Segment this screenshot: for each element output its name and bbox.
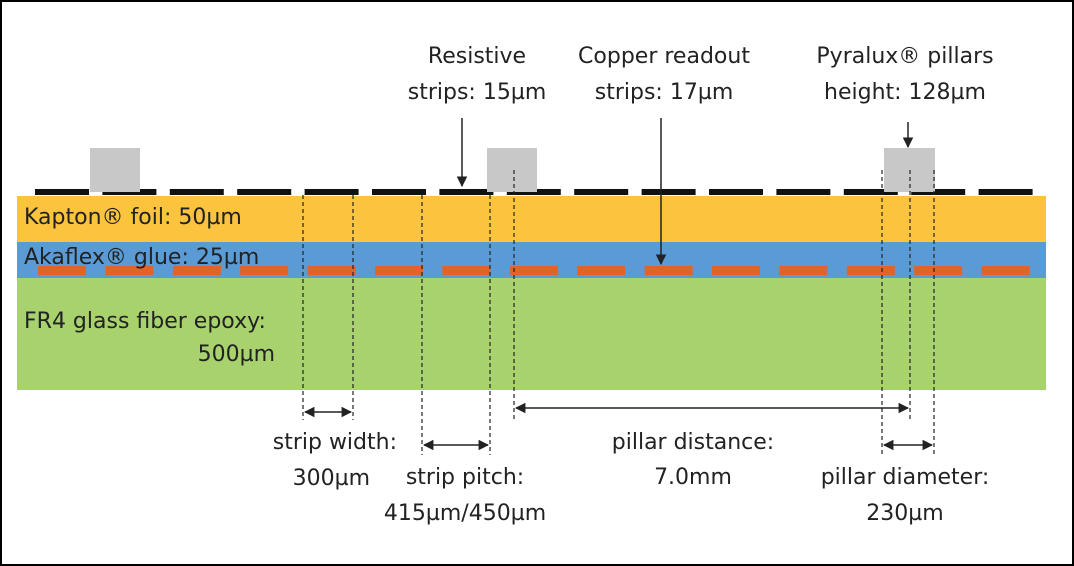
callout-label: Copper readout <box>578 44 750 69</box>
copper-strip <box>712 266 760 275</box>
callout-label: strips: 15µm <box>408 80 547 105</box>
resistive-strip <box>237 189 292 195</box>
resistive-strip <box>843 189 898 195</box>
layer-label: Kapton® foil: 50µm <box>24 205 242 230</box>
copper-strip <box>442 266 491 275</box>
copper-strip <box>240 266 289 275</box>
resistive-strip <box>709 189 763 195</box>
copper-strip <box>38 266 86 275</box>
dimension-label: strip pitch: <box>406 465 524 490</box>
copper-strip <box>375 266 423 275</box>
resistive-strip <box>35 189 89 195</box>
copper-strip <box>105 266 154 275</box>
resistive-strip <box>911 189 966 195</box>
copper-strip <box>644 266 693 275</box>
copper-strip <box>307 266 356 275</box>
callout-label: Pyralux® pillars <box>816 44 993 69</box>
fr4-layer <box>17 278 1046 390</box>
resistive-strip <box>978 189 1033 195</box>
copper-strip <box>172 266 221 275</box>
dimension-label: strip width: <box>273 430 397 455</box>
layer-label: Akaflex® glue: 25µm <box>24 245 259 270</box>
callout-label: Resistive <box>428 44 526 69</box>
dimension-label: 300µm <box>293 466 370 491</box>
copper-strip <box>914 266 963 275</box>
resistive-strip <box>304 189 359 195</box>
resistive-strip <box>169 189 224 195</box>
resistive-strip <box>439 189 494 195</box>
resistive-strip <box>641 189 696 195</box>
kapton-layer <box>17 196 1046 242</box>
callout-label: strips: 17µm <box>595 80 734 105</box>
copper-strip <box>846 266 895 275</box>
pillar <box>90 148 140 192</box>
layer-label: FR4 glass fiber epoxy: <box>24 309 266 334</box>
dimension-label: pillar diameter: <box>821 465 990 490</box>
copper-strip <box>779 266 828 275</box>
dimension-label: 7.0mm <box>654 465 732 490</box>
copper-strip <box>981 266 1030 275</box>
resistive-strip <box>776 189 831 195</box>
resistive-strip <box>574 189 629 195</box>
dimension-label: 415µm/450µm <box>384 501 546 526</box>
resistive-strip <box>372 189 426 195</box>
layer-label: 500µm <box>198 342 275 367</box>
dimension-label: 230µm <box>866 501 943 526</box>
pillar <box>487 148 537 192</box>
copper-strip <box>577 266 626 275</box>
dimension-label: pillar distance: <box>612 430 774 455</box>
callout-label: height: 128µm <box>824 80 986 105</box>
copper-strip <box>509 266 558 275</box>
